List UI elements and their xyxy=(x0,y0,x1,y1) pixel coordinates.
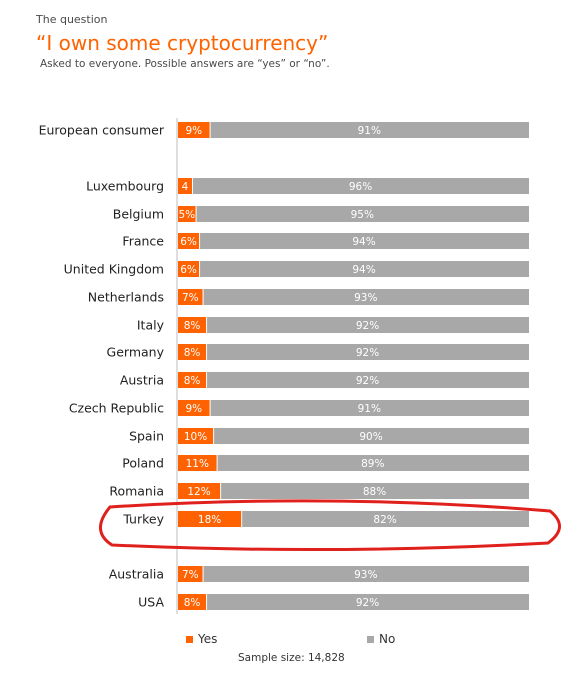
bar-no-poland xyxy=(217,455,530,471)
data-label-yes-usa: 8% xyxy=(184,597,201,609)
category-label-united-kingdom: United Kingdom xyxy=(64,262,164,277)
bar-no-czech-republic xyxy=(210,400,529,416)
bar-no-netherlands xyxy=(203,289,529,305)
data-label-no-australia: 93% xyxy=(354,569,377,581)
bar-no-turkey xyxy=(242,511,529,527)
chart-title: “I own some cryptocurrency” xyxy=(36,31,329,55)
bar-yes-usa xyxy=(178,594,207,610)
data-label-yes-poland: 11% xyxy=(186,458,209,470)
data-label-no-european-consumer: 91% xyxy=(358,125,381,137)
bar-yes-france xyxy=(178,233,200,249)
data-label-no-netherlands: 93% xyxy=(354,292,377,304)
chart-kicker: The question xyxy=(36,13,108,26)
bar-yes-united-kingdom xyxy=(178,261,200,277)
data-label-no-spain: 90% xyxy=(359,431,382,443)
data-label-yes-romania: 12% xyxy=(187,486,210,498)
category-label-austria: Austria xyxy=(120,373,164,388)
legend-no-label: No xyxy=(379,632,396,646)
highlight-ellipse xyxy=(99,499,561,552)
data-label-yes-united-kingdom: 6% xyxy=(180,264,197,276)
category-label-poland: Poland xyxy=(122,456,164,471)
category-label-netherlands: Netherlands xyxy=(88,290,164,305)
data-label-no-luxembourg: 96% xyxy=(349,181,372,193)
data-label-no-czech-republic: 91% xyxy=(358,403,381,415)
category-label-european-consumer: European consumer xyxy=(39,123,165,138)
bar-yes-belgium xyxy=(178,206,196,222)
bar-yes-netherlands xyxy=(178,289,203,305)
bar-no-germany xyxy=(207,344,529,360)
bar-yes-spain xyxy=(178,428,214,444)
category-label-luxembourg: Luxembourg xyxy=(86,179,164,194)
data-label-no-turkey: 82% xyxy=(373,514,396,526)
legend-yes-label: Yes xyxy=(198,632,218,646)
data-label-yes-australia: 7% xyxy=(182,569,199,581)
bar-no-australia xyxy=(203,566,529,582)
category-label-spain: Spain xyxy=(129,429,164,444)
data-label-yes-turkey: 18% xyxy=(198,514,221,526)
category-label-france: France xyxy=(122,234,164,249)
bar-yes-czech-republic xyxy=(178,400,210,416)
bar-yes-austria xyxy=(178,372,207,388)
category-label-turkey: Turkey xyxy=(122,512,164,527)
category-label-usa: USA xyxy=(138,595,164,610)
data-label-no-poland: 89% xyxy=(361,458,384,470)
data-label-yes-spain: 10% xyxy=(184,431,207,443)
bar-no-romania xyxy=(221,483,529,499)
data-label-yes-belgium: 5% xyxy=(178,209,195,221)
bar-yes-germany xyxy=(178,344,207,360)
legend-no-swatch xyxy=(367,635,374,643)
data-label-yes-czech-republic: 9% xyxy=(185,403,202,415)
category-label-australia: Australia xyxy=(109,567,164,582)
bar-no-belgium xyxy=(196,206,530,222)
category-label-belgium: Belgium xyxy=(113,207,164,222)
bar-no-usa xyxy=(207,594,529,610)
data-label-yes-germany: 8% xyxy=(184,347,201,359)
data-label-yes-european-consumer: 9% xyxy=(185,125,202,137)
bar-yes-australia xyxy=(178,566,203,582)
sample-size: Sample size: 14,828 xyxy=(238,652,345,664)
bar-no-france xyxy=(200,233,529,249)
chart-subtitle: Asked to everyone. Possible answers are … xyxy=(40,58,330,70)
bar-yes-luxembourg xyxy=(178,178,193,194)
data-label-yes-italy: 8% xyxy=(184,320,201,332)
data-label-yes-netherlands: 7% xyxy=(182,292,199,304)
data-label-no-austria: 92% xyxy=(356,375,379,387)
bar-no-italy xyxy=(207,317,529,333)
bar-yes-romania xyxy=(178,483,221,499)
data-label-no-united-kingdom: 94% xyxy=(352,264,375,276)
bar-yes-turkey xyxy=(178,511,242,527)
data-label-no-germany: 92% xyxy=(356,347,379,359)
bar-no-united-kingdom xyxy=(200,261,529,277)
bar-no-austria xyxy=(207,372,529,388)
bar-no-spain xyxy=(214,428,529,444)
data-label-yes-luxembourg: 4 xyxy=(182,181,189,193)
data-label-no-france: 94% xyxy=(352,236,375,248)
legend-no: No xyxy=(367,632,395,646)
data-label-no-italy: 92% xyxy=(356,320,379,332)
bar-no-european-consumer xyxy=(210,122,529,138)
legend-yes-swatch xyxy=(186,635,193,643)
category-label-italy: Italy xyxy=(137,318,165,333)
bar-yes-european-consumer xyxy=(178,122,210,138)
data-label-no-belgium: 95% xyxy=(351,209,374,221)
legend-yes: Yes xyxy=(186,632,217,646)
bar-no-luxembourg xyxy=(193,178,530,194)
category-label-romania: Romania xyxy=(109,484,164,499)
bar-yes-poland xyxy=(178,455,217,471)
data-label-no-romania: 88% xyxy=(363,486,386,498)
category-label-czech-republic: Czech Republic xyxy=(69,401,164,416)
data-label-yes-austria: 8% xyxy=(184,375,201,387)
data-label-no-usa: 92% xyxy=(356,597,379,609)
category-label-germany: Germany xyxy=(107,345,165,360)
bar-yes-italy xyxy=(178,317,207,333)
data-label-yes-france: 6% xyxy=(180,236,197,248)
